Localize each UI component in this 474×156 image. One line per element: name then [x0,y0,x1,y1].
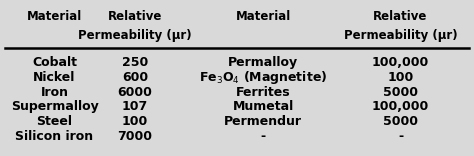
Text: 5000: 5000 [383,85,418,99]
Text: Permeability (μr): Permeability (μr) [344,29,457,42]
Text: Iron: Iron [40,85,69,99]
Text: 100,000: 100,000 [372,100,429,113]
Text: 107: 107 [122,100,148,113]
Text: 6000: 6000 [118,85,153,99]
Text: 7000: 7000 [118,130,153,143]
Text: Mumetal: Mumetal [232,100,294,113]
Text: Supermalloy: Supermalloy [10,100,99,113]
Text: Permendur: Permendur [224,115,302,128]
Text: 250: 250 [122,56,148,69]
Text: 100: 100 [122,115,148,128]
Text: 100,000: 100,000 [372,56,429,69]
Text: Steel: Steel [36,115,73,128]
Text: 5000: 5000 [383,115,418,128]
Text: -: - [261,130,265,143]
Text: Relative: Relative [108,10,162,23]
Text: 100: 100 [387,71,414,84]
Text: -: - [398,130,403,143]
Text: Permalloy: Permalloy [228,56,298,69]
Text: Relative: Relative [374,10,428,23]
Text: Silicon iron: Silicon iron [16,130,93,143]
Text: 600: 600 [122,71,148,84]
Text: Permeability (μr): Permeability (μr) [78,29,192,42]
Text: Material: Material [27,10,82,23]
Text: Cobalt: Cobalt [32,56,77,69]
Text: Nickel: Nickel [33,71,76,84]
Text: Fe$_3$O$_4$ (Magnetite): Fe$_3$O$_4$ (Magnetite) [199,69,327,86]
Text: Material: Material [236,10,291,23]
Text: Ferrites: Ferrites [236,85,291,99]
